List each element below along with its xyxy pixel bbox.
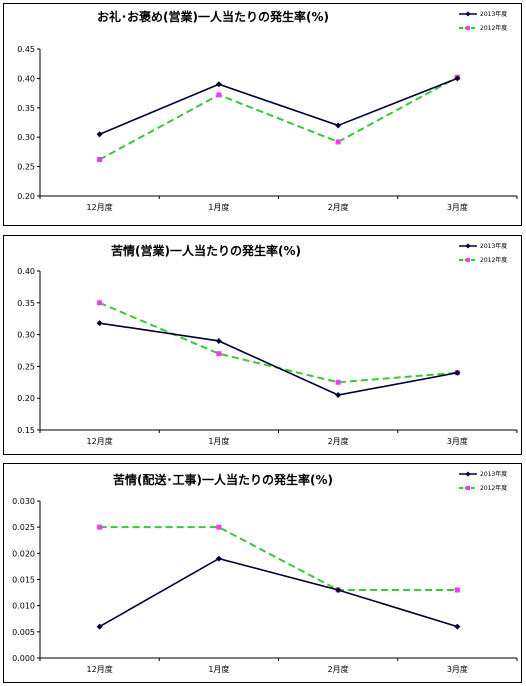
chart-title: お礼･お褒め(営業)一人当たりの発生率(%) xyxy=(97,9,329,24)
legend-marker xyxy=(466,26,470,30)
legend-marker xyxy=(465,11,471,17)
x-tick-label: 3月度 xyxy=(447,664,468,674)
legend-label: 2013年度 xyxy=(480,470,507,478)
series-line-0 xyxy=(99,77,458,135)
legend: 2013年度 2012年度 xyxy=(459,10,507,32)
series-point xyxy=(97,300,103,306)
y-tick-label: 0.020 xyxy=(12,549,35,558)
series-point xyxy=(454,75,461,82)
series-point xyxy=(216,524,222,530)
legend: 2013年度 2012年度 xyxy=(459,242,507,264)
x-tick-label: 2月度 xyxy=(328,436,349,446)
x-tick-label: 2月度 xyxy=(328,202,349,212)
legend: 2013年度 2012年度 xyxy=(459,470,507,492)
x-tick-label: 2月度 xyxy=(328,664,349,674)
x-tick-label: 3月度 xyxy=(447,436,468,446)
chart-complaints-sales: 苦情(営業)一人当たりの発生率(%) 0.15 0.20 0.25 0.30 0.35 0.… xyxy=(17,242,518,446)
chart-panel-complaints-delivery: 苦情(配送･工事)一人当たりの発生率(%) 0.000 0.005 0.010 0.01… xyxy=(3,463,522,683)
series-point xyxy=(454,369,461,376)
series-point xyxy=(216,92,222,98)
series-line-1 xyxy=(99,76,458,161)
x-tick-label: 12月度 xyxy=(87,202,113,212)
series-line-1 xyxy=(99,526,458,591)
y-tick-label: 0.025 xyxy=(12,523,35,532)
y-tick-label: 0.45 xyxy=(17,45,35,54)
chart-title: 苦情(配送･工事)一人当たりの発生率(%) xyxy=(113,472,333,487)
x-tick-label: 12月度 xyxy=(87,436,113,446)
y-tick-label: 0.010 xyxy=(12,602,35,611)
y-tick-label: 0.015 xyxy=(12,576,35,585)
series-point xyxy=(454,587,460,593)
legend-label: 2013年度 xyxy=(480,242,507,250)
chart-panel-compliments: お礼･お褒め(営業)一人当たりの発生率(%) 0.20 0.25 0.30 0.35 0.… xyxy=(3,3,522,226)
legend-marker xyxy=(466,486,470,490)
y-tick-label: 0.35 xyxy=(17,299,35,308)
y-tick-label: 0.40 xyxy=(17,267,35,276)
x-tick-label: 1月度 xyxy=(208,202,229,212)
series-point xyxy=(335,379,341,385)
series-point xyxy=(216,351,222,357)
series-point xyxy=(454,623,461,630)
chart-title: 苦情(営業)一人当たりの発生率(%) xyxy=(111,243,301,258)
legend-label: 2012年度 xyxy=(480,24,507,32)
y-tick-label: 0.25 xyxy=(17,163,35,172)
x-tick-label: 1月度 xyxy=(208,664,229,674)
series-line-0 xyxy=(99,557,458,628)
series-point xyxy=(215,555,222,562)
legend-marker xyxy=(465,243,471,249)
legend-label: 2013年度 xyxy=(480,10,507,18)
y-tick-label: 0.25 xyxy=(17,362,35,371)
y-tick-label: 0.15 xyxy=(17,426,35,435)
series-point xyxy=(335,586,342,593)
series-point xyxy=(97,157,103,163)
x-tick-label: 12月度 xyxy=(87,664,113,674)
series-point xyxy=(335,139,341,145)
series-point xyxy=(215,337,222,344)
series-point xyxy=(96,320,103,327)
x-tick-label: 3月度 xyxy=(447,202,468,212)
series-point xyxy=(96,623,103,630)
y-tick-label: 0.30 xyxy=(17,331,35,340)
series-point xyxy=(215,81,222,88)
chart-panel-complaints-sales: 苦情(営業)一人当たりの発生率(%) 0.15 0.20 0.25 0.30 0.35 0.… xyxy=(3,235,522,455)
y-tick-label: 0.20 xyxy=(17,192,35,201)
y-tick-label: 0.20 xyxy=(17,394,35,403)
series-point xyxy=(97,524,103,530)
series-point xyxy=(335,122,342,129)
legend-label: 2012年度 xyxy=(480,484,507,492)
x-tick-label: 1月度 xyxy=(208,436,229,446)
y-tick-label: 0.030 xyxy=(12,497,35,506)
legend-marker xyxy=(466,258,470,262)
y-tick-label: 0.30 xyxy=(17,133,35,142)
chart-complaints-delivery: 苦情(配送･工事)一人当たりの発生率(%) 0.000 0.005 0.010 0.01… xyxy=(12,470,518,674)
chart-compliments: お礼･お褒め(営業)一人当たりの発生率(%) 0.20 0.25 0.30 0.35 0.… xyxy=(17,9,518,212)
legend-marker xyxy=(465,471,471,477)
series-point xyxy=(335,392,342,399)
y-tick-label: 0.35 xyxy=(17,104,35,113)
series-line-1 xyxy=(99,301,458,384)
y-tick-label: 0.000 xyxy=(12,654,35,663)
y-tick-label: 0.005 xyxy=(12,628,35,637)
legend-label: 2012年度 xyxy=(480,256,507,264)
series-line-0 xyxy=(99,322,458,396)
series-point xyxy=(96,131,103,138)
y-tick-label: 0.40 xyxy=(17,74,35,83)
